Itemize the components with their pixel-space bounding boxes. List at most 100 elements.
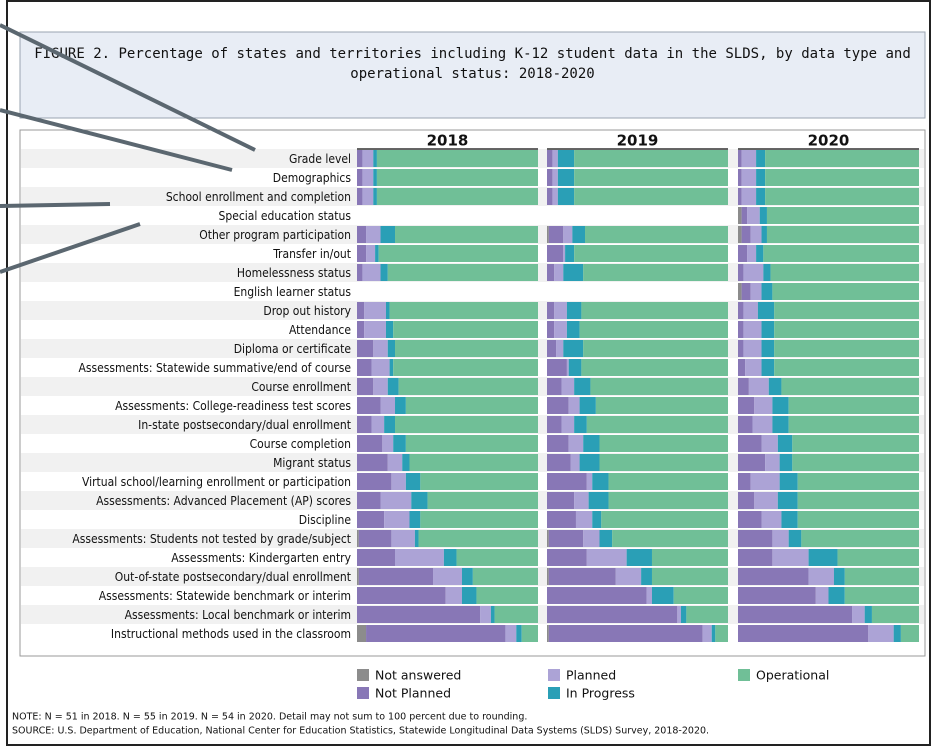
legend-swatch bbox=[738, 669, 750, 681]
bar-segment bbox=[741, 169, 757, 186]
bar-segment bbox=[741, 150, 757, 167]
bar-segment bbox=[579, 454, 600, 471]
bar-segment bbox=[385, 302, 390, 319]
bar-segment bbox=[357, 530, 359, 547]
bar-segment bbox=[754, 397, 773, 414]
bar-segment bbox=[738, 359, 746, 376]
bar-segment bbox=[766, 207, 919, 224]
bar-segment bbox=[547, 321, 555, 338]
bar-segment bbox=[568, 435, 584, 452]
legend-label: Not answered bbox=[375, 668, 461, 683]
bar-segment bbox=[738, 245, 748, 262]
bar-segment bbox=[581, 302, 728, 319]
bar-segment bbox=[738, 568, 809, 585]
bar-segment bbox=[750, 226, 762, 243]
bar-segment bbox=[815, 587, 829, 604]
bar-segment bbox=[788, 397, 919, 414]
source: SOURCE: U.S. Department of Education, Na… bbox=[12, 726, 709, 737]
bar-segment bbox=[378, 245, 538, 262]
bar-segment bbox=[357, 245, 367, 262]
bar-segment bbox=[738, 454, 766, 471]
bar-segment bbox=[738, 207, 742, 224]
bar-segment bbox=[792, 454, 919, 471]
bar-segment bbox=[738, 302, 744, 319]
bar-segment bbox=[586, 549, 627, 566]
bar-segment bbox=[395, 397, 406, 414]
bar-segment bbox=[792, 435, 919, 452]
bar-segment bbox=[761, 340, 775, 357]
bar-segment bbox=[476, 587, 538, 604]
bar-segment bbox=[357, 625, 367, 642]
bar-segment bbox=[561, 416, 575, 433]
bar-segment bbox=[405, 473, 421, 490]
bar-segment bbox=[357, 169, 363, 186]
category-label: School enrollment and completion bbox=[166, 190, 351, 204]
bar-segment bbox=[574, 245, 728, 262]
bar-segment bbox=[766, 226, 919, 243]
bar-segment bbox=[387, 378, 399, 395]
bar-segment bbox=[574, 188, 728, 205]
bar-segment bbox=[738, 150, 742, 167]
bar-segment bbox=[743, 321, 762, 338]
bar-segment bbox=[357, 549, 396, 566]
bar-segment bbox=[547, 378, 562, 395]
pointer-line bbox=[0, 108, 233, 172]
bar-segment bbox=[358, 568, 434, 585]
bar-segment bbox=[677, 606, 681, 623]
bar-segment bbox=[756, 245, 764, 262]
bar-segment bbox=[615, 568, 642, 585]
bar-segment bbox=[570, 454, 580, 471]
bar-segment bbox=[893, 625, 901, 642]
bar-segment bbox=[574, 492, 589, 509]
bar-segment bbox=[382, 435, 394, 452]
bar-segment bbox=[575, 511, 593, 528]
bar-segment bbox=[772, 283, 919, 300]
bar-segment bbox=[574, 150, 728, 167]
bar-segment bbox=[366, 226, 381, 243]
bar-segment bbox=[568, 397, 580, 414]
bar-segment bbox=[568, 359, 582, 376]
bar-segment bbox=[547, 226, 549, 243]
bar-segment bbox=[680, 606, 687, 623]
bar-segment bbox=[391, 530, 415, 547]
pointer-line bbox=[0, 222, 141, 274]
bar-segment bbox=[788, 530, 802, 547]
bar-segment bbox=[765, 454, 780, 471]
bar-segment bbox=[398, 378, 538, 395]
bar-segment bbox=[357, 264, 363, 281]
bar-segment bbox=[547, 150, 553, 167]
bar-segment bbox=[395, 226, 538, 243]
bar-segment bbox=[409, 454, 538, 471]
bar-segment bbox=[373, 188, 377, 205]
bar-segment bbox=[387, 340, 396, 357]
bar-segment bbox=[385, 321, 394, 338]
bar-segment bbox=[563, 340, 584, 357]
bar-segment bbox=[572, 226, 586, 243]
bar-segment bbox=[373, 378, 388, 395]
bar-segment bbox=[357, 435, 383, 452]
bar-segment bbox=[844, 568, 919, 585]
bar-segment bbox=[357, 454, 388, 471]
bar-segment bbox=[761, 226, 767, 243]
bar-segment bbox=[595, 397, 728, 414]
bar-segment bbox=[738, 226, 742, 243]
bar-segment bbox=[366, 245, 376, 262]
legend-swatch bbox=[357, 687, 369, 699]
bar-segment bbox=[554, 302, 567, 319]
bar-segment bbox=[561, 378, 575, 395]
bar-segment bbox=[868, 625, 894, 642]
bar-segment bbox=[757, 302, 775, 319]
bar-segment bbox=[547, 587, 647, 604]
bar-segment bbox=[358, 530, 392, 547]
bar-segment bbox=[380, 397, 396, 414]
bar-segment bbox=[375, 245, 379, 262]
category-label: Migrant status bbox=[273, 456, 351, 470]
bar-segment bbox=[574, 378, 591, 395]
bar-segment bbox=[547, 511, 576, 528]
bar-segment bbox=[711, 625, 716, 642]
bar-segment bbox=[738, 264, 744, 281]
plot: Grade level Demographics School enrollment… bbox=[21, 132, 924, 642]
bar-segment bbox=[393, 359, 538, 376]
bar-segment bbox=[554, 264, 564, 281]
bar-segment bbox=[547, 302, 555, 319]
